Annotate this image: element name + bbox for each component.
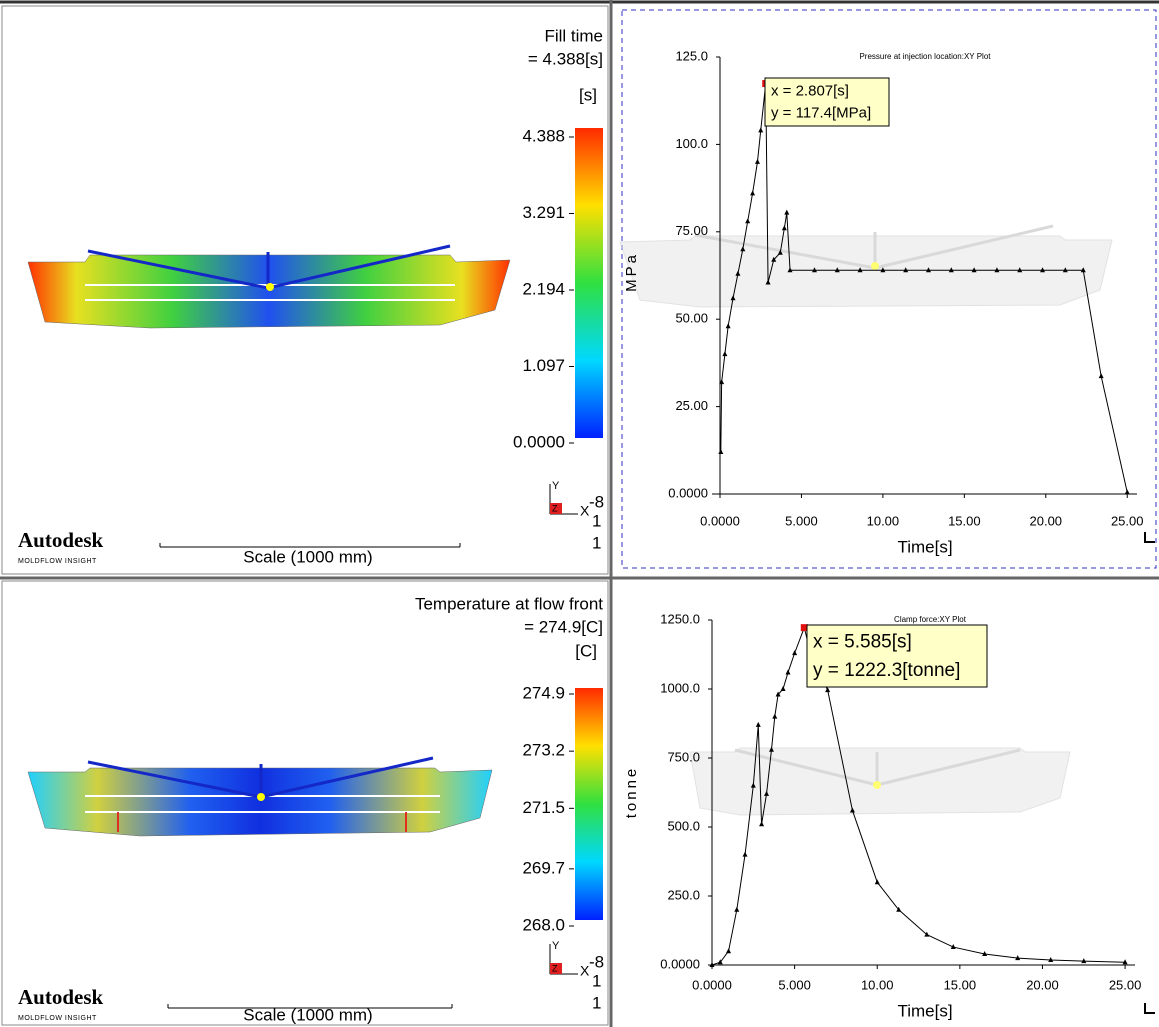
x-tick-label: 15.00: [944, 977, 977, 992]
result-unit: [C]: [575, 641, 597, 660]
x-tick-label: 5.000: [785, 513, 818, 528]
legend-tick-label: 4.388: [522, 126, 565, 145]
x-tick-label: 5.000: [778, 977, 811, 992]
triad-label: -8: [589, 492, 604, 511]
scale-label: Scale (1000 mm): [243, 1005, 372, 1024]
y-axis-label: MPa: [623, 252, 640, 292]
result-title: Fill time: [544, 26, 603, 45]
model-fill-time: [28, 246, 510, 328]
moldflow-window: Fill time = 4.388[s] [s] 4.388 3.291 2.194 1.0…: [0, 0, 1159, 1027]
triad-label: Z: [552, 963, 558, 973]
x-axis-label: Time[s]: [897, 537, 952, 556]
y-tick-label: 500.0: [667, 818, 700, 833]
triad-label: Y: [552, 940, 560, 952]
model-temperature: [28, 758, 492, 836]
x-tick-label: 20.00: [1026, 977, 1059, 992]
y-tick-label: 125.0: [675, 48, 708, 63]
tooltip-text: x = 5.585[s]: [813, 631, 912, 652]
legend-tick-label: 1.097: [522, 356, 565, 375]
legend-tick-label: 268.0: [522, 915, 565, 934]
legend-tick-label: 271.5: [522, 798, 565, 817]
x-tick-label: 0.0000: [692, 977, 732, 992]
scale-label: Scale (1000 mm): [243, 547, 372, 566]
color-bar: [575, 128, 603, 438]
result-unit: [s]: [579, 85, 597, 104]
logo-sub: MOLDFLOW INSIGHT: [18, 558, 97, 565]
y-tick-label: 0.0000: [660, 956, 700, 971]
plot-title: Clamp force:XY Plot: [894, 615, 967, 624]
x-tick-label: 15.00: [948, 513, 981, 528]
plot-title: Pressure at injection location:XY Plot: [859, 52, 991, 61]
x-axis-label: Time[s]: [897, 1001, 952, 1020]
triad-label: 1: [592, 511, 601, 530]
x-tick-label: 10.00: [861, 977, 894, 992]
triad-label: 1: [592, 971, 601, 990]
x-tick-label: 0.0000: [700, 513, 740, 528]
legend-tick-label: 3.291: [522, 203, 565, 222]
legend-tick-label: 274.9: [522, 683, 565, 702]
triad-label: Z: [552, 503, 558, 513]
triad-label: -8: [589, 952, 604, 971]
y-tick-label: 0.0000: [668, 485, 708, 500]
y-tick-label: 100.0: [675, 136, 708, 151]
y-tick-label: 250.0: [667, 887, 700, 902]
y-tick-label: 1000.0: [660, 680, 700, 695]
y-tick-label: 1250.0: [660, 611, 700, 626]
logo-sub: MOLDFLOW INSIGHT: [18, 1015, 97, 1022]
result-value: = 274.9[C]: [524, 617, 603, 636]
result-value: = 4.388[s]: [528, 49, 603, 68]
legend-tick-label: 269.7: [522, 858, 565, 877]
tooltip-text: y = 1222.3[tonne]: [813, 660, 960, 681]
x-tick-label: 25.00: [1111, 513, 1144, 528]
legend-tick-label: 2.194: [522, 279, 565, 298]
triad-label: 1: [592, 533, 601, 552]
result-title: Temperature at flow front: [415, 594, 603, 613]
y-tick-label: 75.00: [675, 223, 708, 238]
triad-label: 1: [592, 993, 601, 1012]
logo: Autodesk: [18, 985, 104, 1009]
logo: Autodesk: [18, 528, 104, 552]
x-tick-label: 20.00: [1030, 513, 1063, 528]
tooltip-text: x = 2.807[s]: [771, 82, 849, 99]
y-axis-label: tonne: [623, 766, 640, 819]
x-tick-label: 25.00: [1109, 977, 1142, 992]
y-tick-label: 50.00: [675, 311, 708, 326]
y-tick-label: 750.0: [667, 749, 700, 764]
triad-label: Y: [552, 480, 560, 492]
legend-tick-label: 273.2: [522, 741, 565, 760]
color-bar: [575, 688, 603, 920]
tooltip-text: y = 117.4[MPa]: [771, 104, 871, 121]
legend-tick-label: 0.0000: [513, 432, 565, 451]
y-tick-label: 25.00: [675, 398, 708, 413]
x-tick-label: 10.00: [867, 513, 900, 528]
